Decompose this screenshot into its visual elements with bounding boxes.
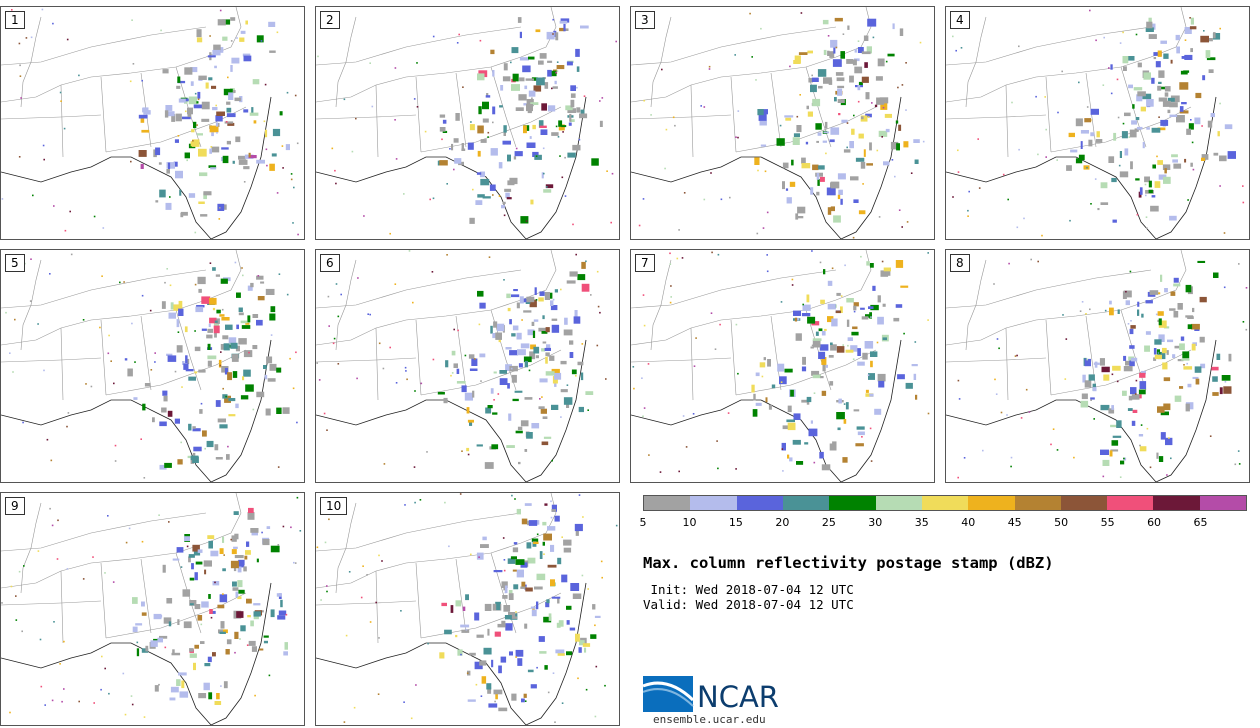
ncar-logo-text: NCAR (697, 680, 779, 714)
colorbar-segment (644, 496, 691, 510)
reflectivity-map (946, 250, 1248, 482)
member-label: 5 (5, 254, 25, 272)
colorbar-segment (875, 496, 922, 510)
member-panel-3: 3 (630, 6, 935, 240)
ncar-logo-icon (643, 676, 695, 712)
member-panel-10: 10 (315, 492, 620, 726)
member-label: 10 (320, 497, 348, 515)
colorbar-tick: 20 (775, 516, 790, 529)
colorbar-segment (921, 496, 969, 510)
reflectivity-map (631, 250, 930, 482)
member-panel-9: 9 (0, 492, 305, 726)
colorbar-tick: 5 (639, 516, 647, 529)
colorbar-segment (1060, 496, 1108, 510)
colorbar-segment (1014, 496, 1061, 510)
member-label: 1 (5, 11, 25, 29)
colorbar-tick: 30 (868, 516, 883, 529)
reflectivity-map (946, 7, 1245, 239)
member-panel-6: 6 (315, 249, 620, 483)
reflectivity-map (316, 493, 618, 725)
colorbar-tick: 45 (1007, 516, 1022, 529)
member-panel-7: 7 (630, 249, 935, 483)
member-label: 6 (320, 254, 340, 272)
colorbar-tick: 65 (1193, 516, 1208, 529)
colorbar-segment (968, 496, 1015, 510)
colorbar-segment (736, 496, 783, 510)
member-label: 3 (635, 11, 655, 29)
member-panel-1: 1 (0, 6, 305, 240)
member-label: 7 (635, 254, 655, 272)
member-panel-4: 4 (945, 6, 1250, 240)
colorbar-segment (829, 496, 876, 510)
colorbar-tick: 35 (914, 516, 929, 529)
ncar-logo: NCAR ensemble.ucar.edu (643, 672, 803, 728)
colorbar-tick: 15 (728, 516, 743, 529)
member-label: 8 (950, 254, 970, 272)
colorbar-segment (690, 496, 737, 510)
reflectivity-map (631, 7, 925, 239)
colorbar-tick: 55 (1100, 516, 1115, 529)
colorbar-tick: 40 (961, 516, 976, 529)
colorbar-segment (1153, 496, 1200, 510)
colorbar-tick: 10 (682, 516, 697, 529)
reflectivity-map (1, 493, 302, 725)
member-panel-2: 2 (315, 6, 620, 240)
colorbar-segment (1107, 496, 1154, 510)
member-label: 2 (320, 11, 340, 29)
plot-title: Max. column reflectivity postage stamp (… (643, 554, 1054, 572)
colorbar-tick: 60 (1147, 516, 1162, 529)
reflectivity-map (1, 250, 298, 482)
colorbar-tick: 25 (821, 516, 836, 529)
init-time: Init: Wed 2018-07-04 12 UTC (643, 582, 854, 597)
colorbar-segment (782, 496, 830, 510)
reflectivity-map (316, 250, 607, 482)
ensemble-url: ensemble.ucar.edu (653, 713, 766, 726)
reflectivity-colorbar (643, 495, 1247, 511)
reflectivity-map (1, 7, 299, 239)
valid-time: Valid: Wed 2018-07-04 12 UTC (643, 597, 854, 612)
member-label: 9 (5, 497, 25, 515)
member-panel-8: 8 (945, 249, 1250, 483)
reflectivity-map (316, 7, 617, 239)
colorbar-tick: 50 (1054, 516, 1069, 529)
member-panel-5: 5 (0, 249, 305, 483)
member-label: 4 (950, 11, 970, 29)
colorbar-segment (1199, 496, 1247, 510)
